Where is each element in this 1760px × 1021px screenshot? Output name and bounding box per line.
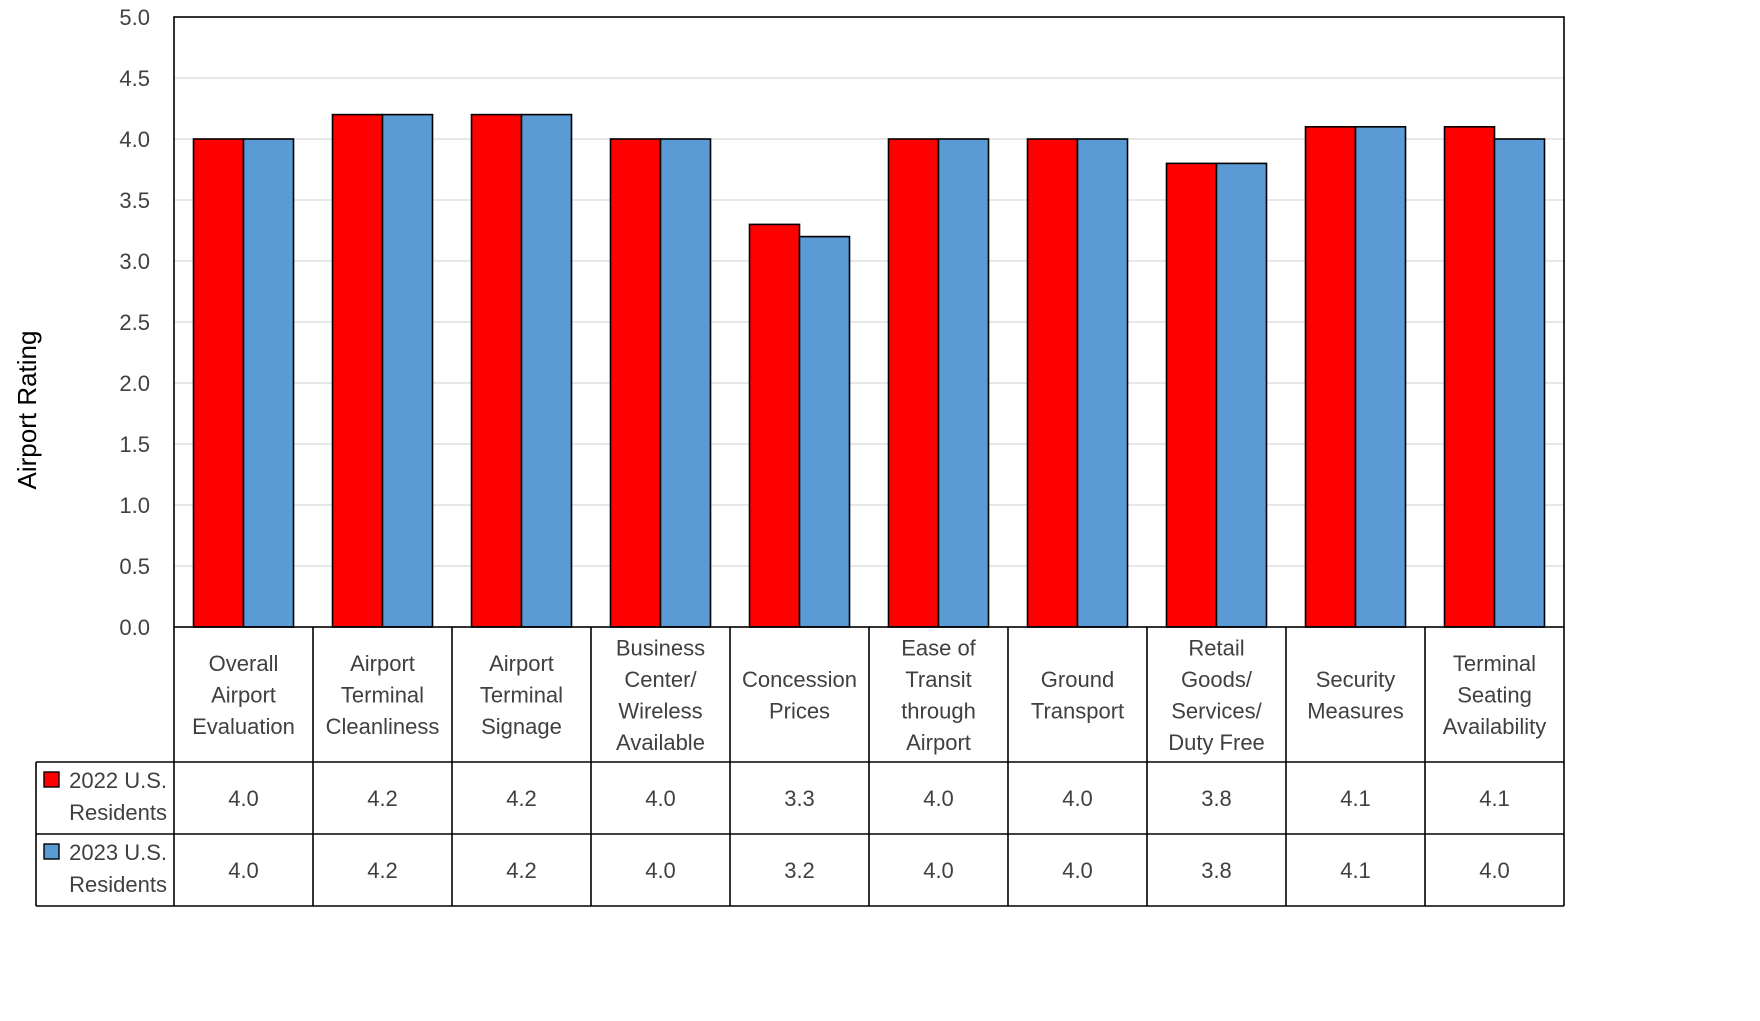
bar-2022 <box>1306 127 1356 627</box>
bar-2023 <box>1217 163 1267 627</box>
bar-2023 <box>244 139 294 627</box>
bar-2023 <box>939 139 989 627</box>
category-label: Airport Terminal Signage <box>480 651 563 739</box>
bar-2023 <box>1078 139 1128 627</box>
table-value: 4.1 <box>1340 786 1371 811</box>
data-table: Overall Airport Evaluation Airport Terminal C… <box>36 627 1564 906</box>
y-tick-label: 4.0 <box>119 127 150 152</box>
bar-2022 <box>611 139 661 627</box>
bar-2022 <box>1028 139 1078 627</box>
bar-2023 <box>800 237 850 627</box>
y-tick-label: 0.5 <box>119 554 150 579</box>
bar-2023 <box>522 115 572 627</box>
category-label: Terminal Seating Availability <box>1443 651 1547 739</box>
y-tick-label: 5.0 <box>119 5 150 30</box>
y-tick-label: 2.0 <box>119 371 150 396</box>
y-tick-label: 0.0 <box>119 615 150 640</box>
bar-2022 <box>750 224 800 627</box>
table-value: 4.0 <box>1062 858 1093 883</box>
bars <box>194 115 1545 627</box>
table-value: 3.8 <box>1201 858 1232 883</box>
table-value: 4.0 <box>228 858 259 883</box>
category-label: Business Center/Wireless Available <box>616 635 705 755</box>
y-tick-label: 3.5 <box>119 188 150 213</box>
bar-2023 <box>1495 139 1545 627</box>
category-label: Overall Airport Evaluation <box>192 651 295 739</box>
y-tick-label: 1.0 <box>119 493 150 518</box>
table-value: 4.0 <box>923 858 954 883</box>
legend-label: 2022 U.S. Residents <box>69 768 167 825</box>
y-tick-label: 3.0 <box>119 249 150 274</box>
table-value: 4.1 <box>1479 786 1510 811</box>
table-value: 4.0 <box>228 786 259 811</box>
bar-2022 <box>889 139 939 627</box>
table-value: 4.2 <box>506 858 537 883</box>
table-value: 4.1 <box>1340 858 1371 883</box>
legend-key-2023 <box>44 844 59 859</box>
table-value: 3.8 <box>1201 786 1232 811</box>
bar-2022 <box>1445 127 1495 627</box>
table-value: 4.0 <box>645 858 676 883</box>
table-value: 4.2 <box>367 786 398 811</box>
category-label: Ground Transport <box>1031 667 1124 724</box>
table-value: 3.3 <box>784 786 815 811</box>
y-axis-label: Airport Rating <box>12 331 42 490</box>
bar-2023 <box>661 139 711 627</box>
table-value: 3.2 <box>784 858 815 883</box>
category-label: Retail Goods/Services/Duty Free <box>1168 635 1265 755</box>
bar-2023 <box>383 115 433 627</box>
table-value: 4.0 <box>1062 786 1093 811</box>
y-tick-label: 4.5 <box>119 66 150 91</box>
table-value: 4.2 <box>367 858 398 883</box>
table-value: 4.0 <box>645 786 676 811</box>
legend-key-2022 <box>44 772 59 787</box>
table-value: 4.2 <box>506 786 537 811</box>
legend-label: 2023 U.S. Residents <box>69 840 167 897</box>
category-label: Airport Terminal Cleanliness <box>326 651 440 739</box>
bar-2023 <box>1356 127 1406 627</box>
table-value: 4.0 <box>923 786 954 811</box>
category-label: Ease of Transit through Airport <box>901 635 977 755</box>
category-label: Security Measures <box>1307 667 1404 724</box>
table-value: 4.0 <box>1479 858 1510 883</box>
bar-2022 <box>472 115 522 627</box>
bar-2022 <box>333 115 383 627</box>
y-tick-label: 1.5 <box>119 432 150 457</box>
category-label: Concession Prices <box>742 667 857 724</box>
bar-2022 <box>194 139 244 627</box>
y-tick-label: 2.5 <box>119 310 150 335</box>
bar-2022 <box>1167 163 1217 627</box>
